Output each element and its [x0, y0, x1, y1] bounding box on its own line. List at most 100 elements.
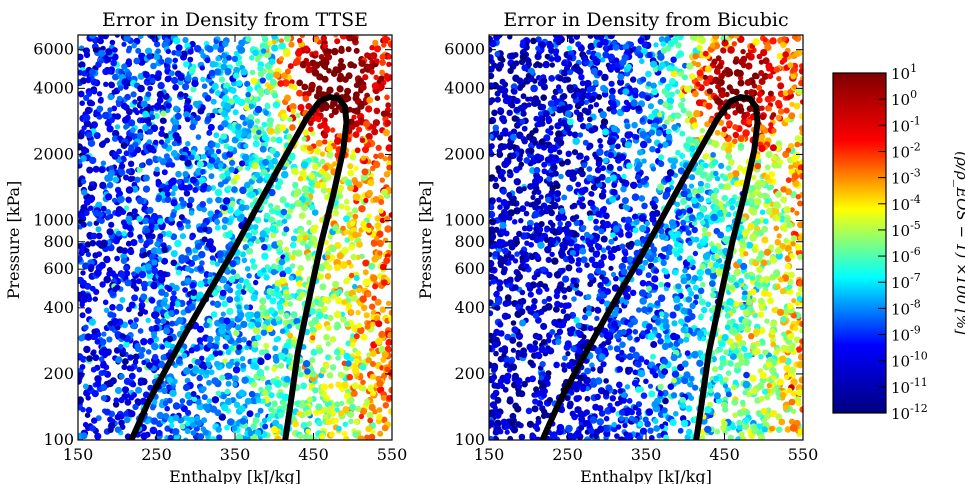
data-point: [732, 138, 738, 145]
data-point: [249, 55, 255, 61]
data-point: [78, 143, 83, 151]
data-point: [252, 417, 260, 424]
data-point: [178, 254, 186, 262]
data-point: [386, 300, 392, 307]
data-point: [323, 260, 330, 267]
data-point: [231, 425, 238, 432]
data-point: [179, 423, 186, 430]
data-point: [87, 184, 95, 192]
data-point: [145, 47, 153, 55]
data-point: [711, 198, 720, 206]
data-point: [131, 42, 137, 49]
data-point: [323, 363, 330, 370]
data-point: [244, 266, 251, 272]
data-point: [255, 397, 262, 404]
data-point: [374, 95, 381, 101]
data-point: [220, 63, 228, 71]
data-point: [196, 160, 204, 168]
data-point: [93, 132, 101, 140]
data-point: [268, 216, 275, 224]
data-point: [140, 432, 148, 440]
data-point: [116, 190, 124, 197]
data-point: [87, 99, 93, 105]
data-point: [751, 174, 757, 181]
data-point: [263, 274, 270, 281]
data-point: [139, 346, 146, 353]
data-point: [344, 87, 352, 95]
data-point: [252, 326, 261, 335]
data-point: [186, 184, 193, 191]
data-point: [238, 405, 246, 413]
data-point: [245, 165, 251, 171]
data-point: [546, 397, 554, 404]
data-point: [360, 173, 368, 181]
data-point: [121, 63, 128, 70]
data-point: [78, 90, 85, 98]
data-point: [235, 133, 242, 139]
data-point: [762, 57, 770, 65]
data-point: [279, 328, 286, 335]
data-point: [90, 333, 97, 341]
data-point: [79, 100, 85, 106]
data-point: [269, 147, 277, 155]
data-point: [85, 251, 92, 258]
data-point: [206, 341, 213, 348]
data-point: [238, 204, 246, 212]
data-point: [82, 324, 89, 331]
data-point: [78, 53, 84, 61]
data-point: [309, 326, 316, 333]
data-point: [626, 398, 633, 404]
data-point: [103, 307, 110, 313]
data-point: [320, 383, 328, 391]
saturation-curve: [128, 94, 350, 440]
data-point: [494, 90, 501, 97]
data-point: [349, 403, 357, 411]
data-point: [276, 239, 284, 247]
data-point: [325, 341, 331, 347]
data-point: [323, 171, 330, 178]
data-point: [183, 190, 191, 197]
data-point: [111, 135, 119, 142]
data-point: [224, 102, 232, 110]
data-point: [357, 77, 364, 85]
data-point: [308, 126, 314, 132]
data-point: [269, 78, 277, 86]
data-point: [657, 160, 665, 167]
data-point: [266, 287, 274, 295]
data-point: [149, 297, 156, 304]
data-point: [282, 393, 290, 402]
data-point: [96, 91, 103, 97]
data-point: [227, 145, 234, 152]
data-point: [323, 314, 329, 320]
data-point: [366, 222, 372, 229]
data-point: [209, 141, 216, 148]
data-point: [155, 48, 161, 54]
data-point: [344, 205, 351, 212]
data-point: [250, 77, 258, 85]
data-point: [299, 35, 306, 39]
data-point: [374, 298, 382, 306]
data-point: [337, 184, 345, 192]
data-point: [91, 417, 98, 424]
data-point: [384, 73, 391, 80]
data-point: [333, 35, 339, 38]
data-point: [351, 382, 360, 390]
data-point: [350, 253, 357, 261]
data-point: [222, 358, 228, 364]
data-point: [161, 387, 168, 394]
data-point: [242, 120, 248, 126]
data-point: [164, 405, 170, 412]
data-point: [560, 214, 568, 221]
data-point: [154, 166, 160, 172]
data-point: [489, 332, 494, 339]
data-point: [288, 83, 295, 89]
data-point: [214, 218, 220, 225]
data-point: [209, 255, 216, 261]
data-point: [325, 144, 334, 153]
data-point: [347, 163, 354, 170]
data-point: [555, 334, 561, 341]
data-point: [244, 97, 251, 104]
data-point: [791, 298, 797, 304]
data-point: [217, 181, 224, 188]
data-point: [298, 371, 304, 378]
